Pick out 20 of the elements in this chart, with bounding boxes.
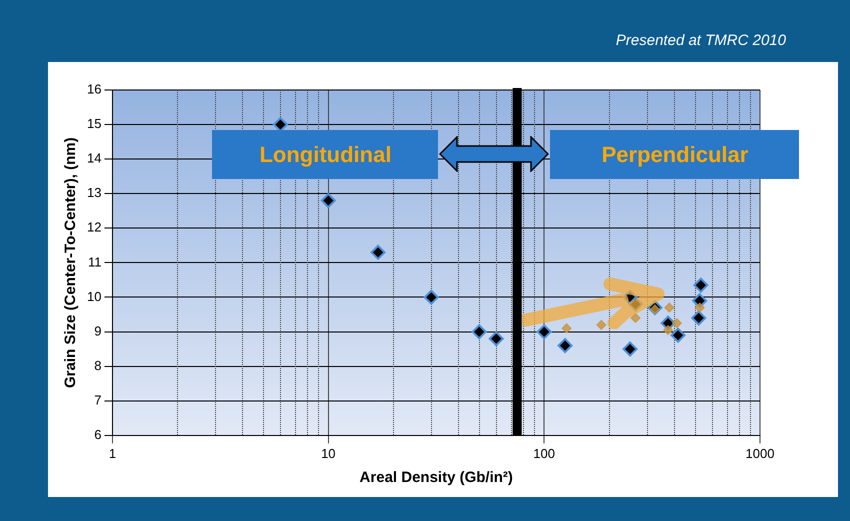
y-tick-label: 9 [94, 323, 102, 338]
y-tick-label: 10 [86, 288, 102, 304]
y-axis-title: Grain Size (Center-To-Center), (nm) [62, 137, 80, 388]
y-tick-label: 16 [86, 82, 102, 97]
x-tick-label: 1000 [746, 446, 774, 461]
callout-box: Longitudinal [212, 130, 438, 179]
x-tick-label: 100 [533, 446, 556, 461]
y-tick-label: 15 [86, 116, 102, 132]
y-tick-label: 13 [86, 185, 102, 200]
y-tick-label: 12 [86, 220, 102, 235]
x-axis-title: Areal Density (Gb/in²) [360, 469, 513, 486]
text: Presented at TMRC 2010 [616, 32, 786, 49]
y-tick-label: 7 [94, 392, 102, 408]
y-tick-label: 8 [94, 358, 102, 373]
y-tick-label: 11 [88, 254, 102, 270]
x-tick-label: 1 [108, 446, 116, 461]
y-tick-label: 14 [86, 150, 102, 166]
x-tick-label: 10 [321, 446, 336, 461]
y-tick-label: 6 [94, 426, 102, 442]
callout-box: Perpendicular [550, 130, 800, 179]
